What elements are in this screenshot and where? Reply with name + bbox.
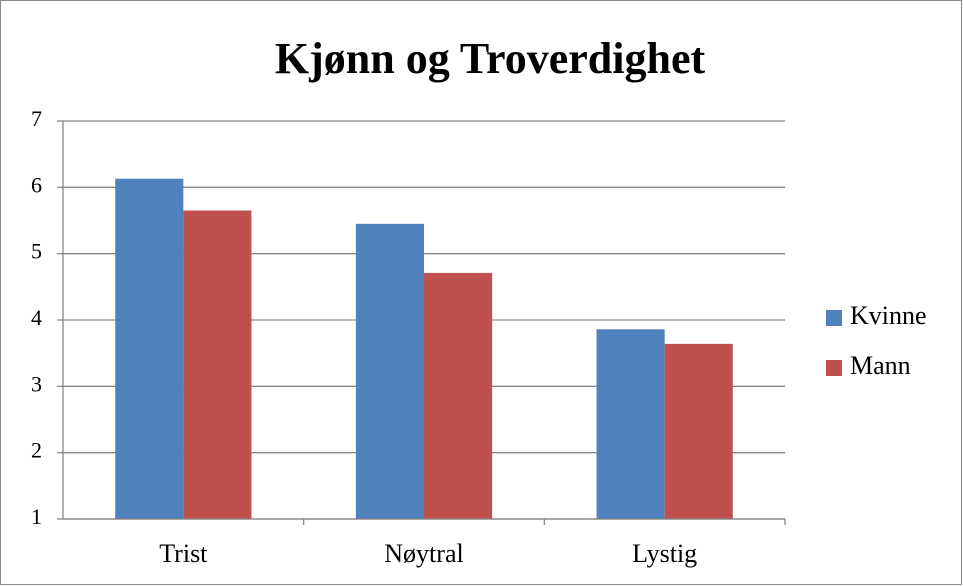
bar [424, 272, 493, 519]
legend-label: Mann [850, 351, 911, 380]
bar [355, 223, 424, 520]
y-tick-label: 7 [31, 106, 42, 131]
bar [596, 329, 665, 519]
bar [183, 210, 252, 520]
bar [115, 178, 184, 519]
x-tick-label: Lystig [632, 539, 697, 568]
y-tick-label: 6 [31, 172, 42, 197]
chart-title: Kjønn og Troverdighet [275, 34, 706, 83]
legend-swatch [826, 310, 842, 326]
legend-swatch [826, 360, 842, 376]
y-tick-label: 2 [31, 438, 42, 463]
legend-label: Kvinne [850, 301, 927, 330]
x-tick-label: Nøytral [384, 539, 463, 568]
bar [664, 343, 733, 519]
y-tick-label: 3 [31, 371, 42, 396]
y-tick-label: 1 [31, 504, 42, 529]
y-tick-label: 5 [31, 239, 42, 264]
x-tick-label: Trist [159, 539, 208, 568]
y-tick-label: 4 [31, 305, 42, 330]
